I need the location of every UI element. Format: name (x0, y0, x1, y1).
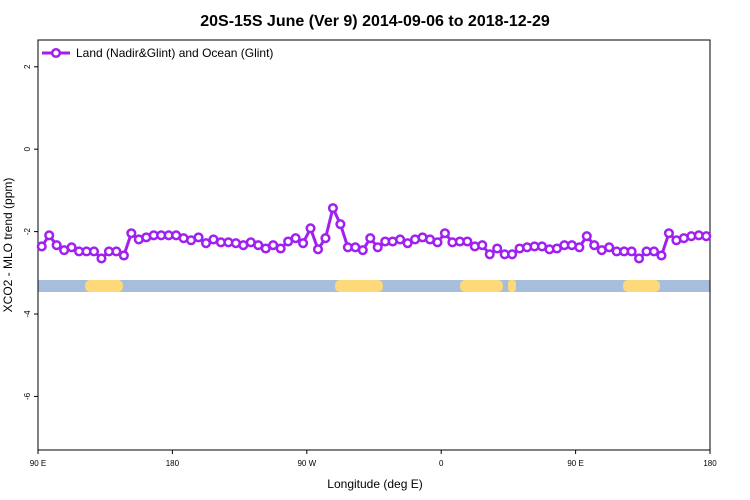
data-point (581, 231, 592, 242)
data-point (290, 233, 301, 244)
data-point (492, 243, 503, 254)
data-point (439, 228, 450, 239)
legend-label: Land (Nadir&Glint) and Ocean (Glint) (76, 46, 273, 60)
data-point (656, 250, 667, 261)
data-point (395, 234, 406, 245)
x-tick-label: 180 (703, 459, 717, 468)
land-region (460, 280, 503, 292)
data-point (200, 238, 212, 249)
data-point (357, 245, 368, 256)
data-point (477, 240, 488, 251)
data-point (66, 242, 77, 253)
data-point (111, 246, 122, 257)
surface-strip (38, 280, 710, 292)
data-point (484, 249, 495, 260)
x-axis-label: Longitude (deg E) (327, 477, 422, 491)
x-tick-label: 90 E (30, 459, 46, 468)
data-point (96, 253, 107, 264)
land-region (85, 280, 123, 292)
x-tick-label: 90 E (567, 459, 583, 468)
data-point (298, 238, 309, 249)
data-point (402, 238, 413, 249)
y-tick-label: -6 (23, 392, 32, 400)
y-tick-label: -2 (23, 228, 32, 236)
data-point (327, 203, 338, 214)
data-point (275, 243, 286, 254)
x-tick-label: 0 (439, 459, 444, 468)
data-point (663, 228, 674, 239)
data-point (335, 219, 346, 230)
x-tick-label: 90 W (297, 459, 316, 468)
y-tick-label: 2 (23, 64, 32, 69)
data-point (44, 230, 55, 241)
data-point (36, 241, 47, 252)
data-point (126, 228, 137, 239)
data-point (507, 249, 518, 260)
data-point (574, 242, 585, 253)
data-point (701, 231, 712, 242)
data-point (88, 246, 100, 257)
data-point (365, 233, 376, 244)
data-point (51, 240, 62, 251)
data-point (648, 246, 660, 257)
data-point (626, 246, 637, 257)
land-region (508, 280, 516, 292)
data-point (432, 237, 443, 248)
y-tick-label: 0 (23, 146, 32, 151)
land-region (335, 280, 383, 292)
data-point (118, 250, 129, 261)
data-point (193, 232, 204, 243)
data-point (462, 236, 473, 247)
data-point (305, 223, 316, 234)
chart-title: 20S-15S June (Ver 9) 2014-09-06 to 2018-… (200, 13, 550, 30)
data-point (589, 240, 600, 251)
land-region (623, 280, 660, 292)
legend-marker (50, 47, 62, 59)
data-point (372, 242, 383, 253)
x-tick-label: 180 (166, 459, 180, 468)
y-tick-label: -4 (23, 310, 32, 318)
data-point (634, 253, 645, 264)
y-axis-label: XCO2 - MLO trend (ppm) (1, 178, 15, 313)
data-point (320, 233, 331, 244)
data-point (312, 244, 324, 255)
data-point (604, 242, 615, 253)
